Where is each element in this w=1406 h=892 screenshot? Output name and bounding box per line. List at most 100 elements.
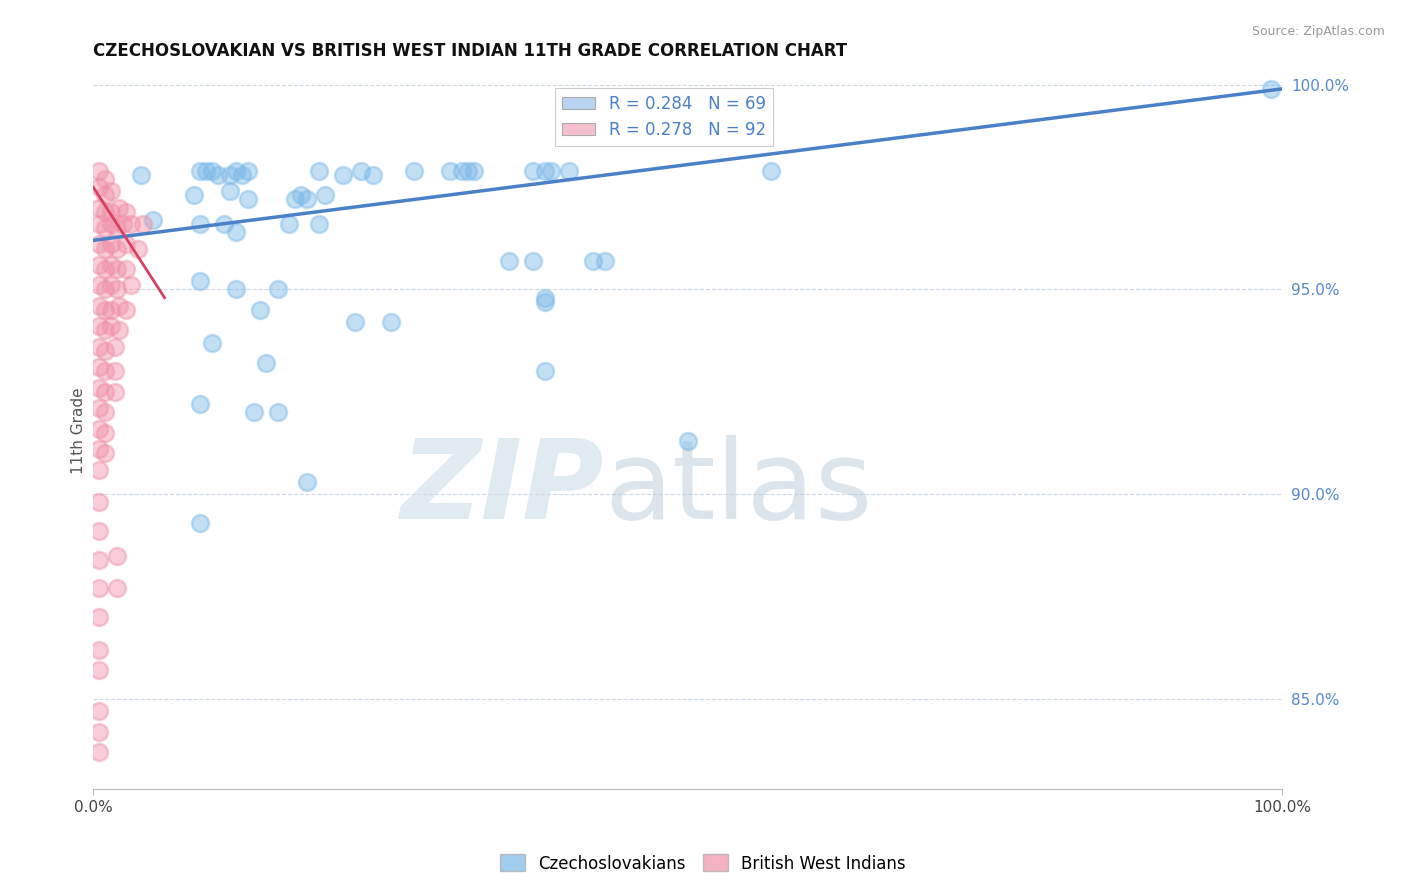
Point xyxy=(94,283,117,297)
Point xyxy=(94,364,117,378)
Point xyxy=(105,242,128,256)
Point xyxy=(582,253,605,268)
Point xyxy=(115,204,138,219)
Point xyxy=(439,163,461,178)
Point xyxy=(89,524,111,538)
Point xyxy=(100,319,122,334)
Point xyxy=(297,475,319,489)
Point xyxy=(104,340,127,354)
Point xyxy=(129,168,152,182)
Point xyxy=(540,163,562,178)
Point xyxy=(127,242,149,256)
Point xyxy=(89,340,111,354)
Point xyxy=(231,168,253,182)
Point xyxy=(89,495,111,509)
Point xyxy=(183,188,205,202)
Point xyxy=(242,405,264,419)
Point xyxy=(105,283,128,297)
Point xyxy=(104,384,127,399)
Point xyxy=(188,516,211,530)
Point xyxy=(94,221,117,235)
Point xyxy=(94,302,117,317)
Point xyxy=(308,163,330,178)
Point xyxy=(236,163,259,178)
Point xyxy=(89,401,111,416)
Point xyxy=(343,315,366,329)
Point xyxy=(120,278,142,293)
Point xyxy=(201,163,224,178)
Point xyxy=(111,217,134,231)
Point xyxy=(188,274,211,288)
Point xyxy=(94,188,117,202)
Point xyxy=(89,463,111,477)
Point xyxy=(225,283,247,297)
Point xyxy=(94,172,117,186)
Point xyxy=(105,582,128,596)
Point xyxy=(89,422,111,436)
Point xyxy=(100,184,122,198)
Point xyxy=(534,364,557,378)
Legend: Czechoslovakians, British West Indians: Czechoslovakians, British West Indians xyxy=(494,847,912,880)
Point xyxy=(89,180,111,194)
Point xyxy=(89,745,111,759)
Point xyxy=(219,184,242,198)
Point xyxy=(332,168,354,182)
Point xyxy=(115,237,138,252)
Point xyxy=(94,242,117,256)
Point xyxy=(89,664,111,678)
Point xyxy=(142,212,165,227)
Point xyxy=(534,291,557,305)
Point xyxy=(120,217,142,231)
Point xyxy=(89,360,111,375)
Point xyxy=(1260,82,1282,96)
Point xyxy=(236,193,259,207)
Point xyxy=(94,425,117,440)
Point xyxy=(593,253,616,268)
Point xyxy=(534,294,557,309)
Point xyxy=(115,262,138,277)
Y-axis label: 11th Grade: 11th Grade xyxy=(72,387,86,474)
Point xyxy=(105,262,128,277)
Text: ZIP: ZIP xyxy=(401,434,605,541)
Point xyxy=(100,258,122,272)
Point xyxy=(100,278,122,293)
Point xyxy=(94,405,117,419)
Point xyxy=(89,201,111,215)
Point xyxy=(188,397,211,411)
Point xyxy=(89,553,111,567)
Point xyxy=(225,163,247,178)
Point xyxy=(558,163,581,178)
Point xyxy=(361,168,384,182)
Point xyxy=(534,163,557,178)
Point xyxy=(380,315,402,329)
Point xyxy=(94,343,117,358)
Point xyxy=(108,323,131,337)
Point xyxy=(89,582,111,596)
Point xyxy=(522,163,544,178)
Point xyxy=(290,188,312,202)
Point xyxy=(104,364,127,378)
Point xyxy=(94,384,117,399)
Point xyxy=(100,302,122,317)
Point xyxy=(89,319,111,334)
Point xyxy=(89,299,111,313)
Point xyxy=(266,283,288,297)
Point xyxy=(89,442,111,457)
Point xyxy=(249,302,271,317)
Point xyxy=(278,217,301,231)
Point xyxy=(89,278,111,293)
Point xyxy=(105,221,128,235)
Point xyxy=(297,193,319,207)
Point xyxy=(89,704,111,718)
Point xyxy=(676,434,699,448)
Point xyxy=(404,163,426,178)
Point xyxy=(94,204,117,219)
Point xyxy=(89,258,111,272)
Legend: R = 0.284   N = 69, R = 0.278   N = 92: R = 0.284 N = 69, R = 0.278 N = 92 xyxy=(555,88,773,145)
Point xyxy=(308,217,330,231)
Point xyxy=(457,163,479,178)
Text: atlas: atlas xyxy=(605,434,873,541)
Point xyxy=(188,163,211,178)
Point xyxy=(522,253,544,268)
Point xyxy=(219,168,242,182)
